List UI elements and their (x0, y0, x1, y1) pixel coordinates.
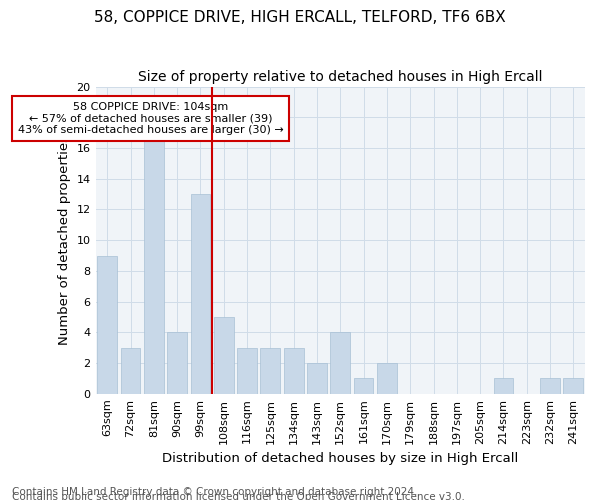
Bar (563, 378, 583, 394)
Text: 58, COPPICE DRIVE, HIGH ERCALL, TELFORD, TF6 6BX: 58, COPPICE DRIVE, HIGH ERCALL, TELFORD,… (94, 10, 506, 25)
Bar (237, 348, 257, 394)
Text: Contains public sector information licensed under the Open Government Licence v3: Contains public sector information licen… (12, 492, 465, 500)
Bar (260, 348, 280, 394)
Y-axis label: Number of detached properties: Number of detached properties (58, 135, 71, 345)
Bar (377, 363, 397, 394)
Bar (307, 363, 327, 394)
Bar (121, 348, 140, 394)
Bar (144, 132, 164, 394)
Title: Size of property relative to detached houses in High Ercall: Size of property relative to detached ho… (138, 70, 542, 84)
Bar (191, 194, 211, 394)
Bar (167, 332, 187, 394)
Bar (331, 332, 350, 394)
Bar (540, 378, 560, 394)
Bar (214, 317, 233, 394)
X-axis label: Distribution of detached houses by size in High Ercall: Distribution of detached houses by size … (162, 452, 518, 465)
Bar (97, 256, 117, 394)
Text: Contains HM Land Registry data © Crown copyright and database right 2024.: Contains HM Land Registry data © Crown c… (12, 487, 418, 497)
Text: 58 COPPICE DRIVE: 104sqm
← 57% of detached houses are smaller (39)
43% of semi-d: 58 COPPICE DRIVE: 104sqm ← 57% of detach… (18, 102, 283, 135)
Bar (284, 348, 304, 394)
Bar (353, 378, 373, 394)
Bar (494, 378, 514, 394)
